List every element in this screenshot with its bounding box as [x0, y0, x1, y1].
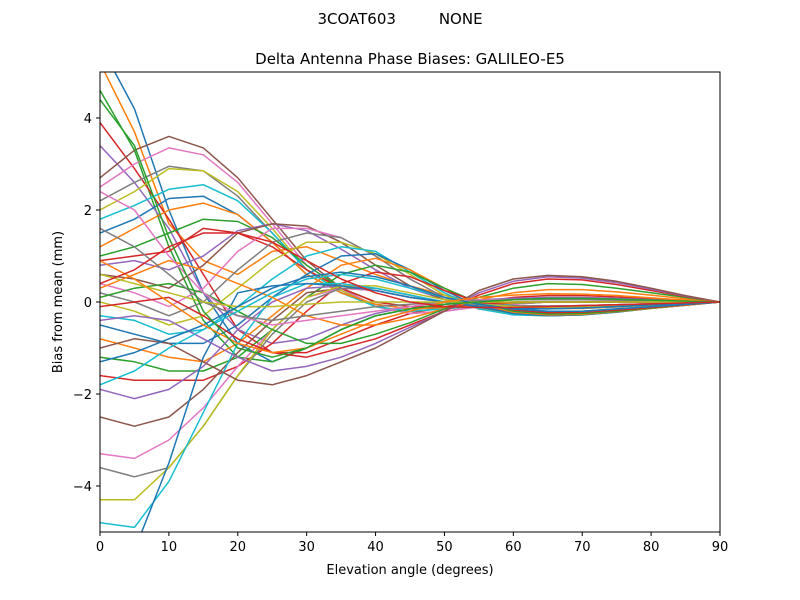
- series-line-s03: [100, 90, 720, 363]
- x-tick-label: 40: [367, 540, 384, 555]
- series-line-s35: [100, 275, 720, 372]
- series-line-s31: [140, 282, 720, 532]
- series-line-s23: [100, 264, 720, 372]
- series-line-s42: [100, 259, 720, 354]
- x-tick-label: 90: [712, 540, 729, 555]
- series-line-s43: [100, 99, 720, 358]
- chart-suptitle: 3COAT603 NONE: [317, 10, 482, 28]
- x-tick-label: 30: [298, 540, 315, 555]
- x-axis-label: Elevation angle (degrees): [326, 563, 493, 578]
- series-line-s44: [100, 232, 720, 309]
- series-line-s36: [100, 274, 720, 386]
- series-line-s28: [100, 287, 720, 478]
- x-axis: 0 10 20 30 40 50 60 70 80 90: [96, 532, 728, 555]
- y-tick-label: 0: [84, 296, 92, 311]
- x-tick-label: 60: [505, 540, 522, 555]
- x-tick-label: 20: [230, 540, 247, 555]
- chart-title: Delta Antenna Phase Biases: GALILEO-E5: [255, 50, 565, 68]
- series-line-s25: [100, 285, 720, 400]
- y-axis: −4 −2 0 2 4: [73, 112, 100, 495]
- x-tick-label: 10: [161, 540, 178, 555]
- series-line-s11: [100, 195, 720, 310]
- x-tick-label: 50: [436, 540, 453, 555]
- y-tick-label: −2: [73, 388, 92, 403]
- x-tick-label: 70: [574, 540, 591, 555]
- series-line-s32: [100, 259, 720, 326]
- series-line-s29: [100, 285, 720, 501]
- x-tick-label: 0: [96, 540, 104, 555]
- y-tick-label: 4: [84, 112, 92, 127]
- x-tick-label: 80: [643, 540, 660, 555]
- y-axis-label: Bias from mean (mm): [51, 231, 66, 373]
- series-line-s24: [100, 271, 720, 381]
- y-tick-label: 2: [84, 204, 92, 219]
- series-line-s34: [100, 278, 720, 358]
- y-tick-label: −4: [73, 480, 92, 495]
- series-line-s30: [100, 282, 720, 529]
- series-layer: [100, 72, 720, 532]
